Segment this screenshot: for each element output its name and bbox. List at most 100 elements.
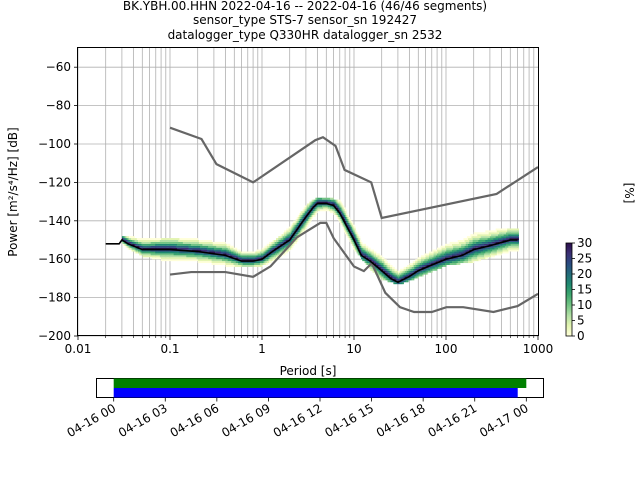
density-cell xyxy=(226,253,229,256)
density-cell xyxy=(487,240,490,242)
density-cell xyxy=(235,259,238,262)
density-cell xyxy=(171,238,173,240)
density-cell xyxy=(298,236,301,239)
density-cell xyxy=(167,245,170,248)
density-cell xyxy=(186,247,188,250)
density-cell xyxy=(293,224,295,227)
density-cell xyxy=(450,251,453,254)
density-cell xyxy=(411,268,414,271)
density-cell xyxy=(197,253,200,256)
density-cell xyxy=(495,251,498,254)
density-cell xyxy=(317,209,319,212)
density-cell xyxy=(443,245,446,248)
density-cell xyxy=(439,257,441,260)
density-cell xyxy=(424,264,426,267)
density-cell xyxy=(259,264,262,267)
density-cell xyxy=(319,197,322,200)
density-cell xyxy=(372,251,375,254)
density-cell xyxy=(225,243,227,246)
density-cell xyxy=(448,247,450,250)
density-cell xyxy=(142,247,145,250)
density-cell xyxy=(183,238,186,240)
density-cell xyxy=(363,251,365,254)
density-cell xyxy=(440,266,442,269)
density-cell xyxy=(456,247,459,250)
density-cell xyxy=(227,247,230,250)
density-cell xyxy=(451,249,454,252)
density-cell xyxy=(147,241,149,244)
density-cell xyxy=(257,257,260,260)
density-cell xyxy=(213,251,216,254)
density-cell xyxy=(367,251,370,254)
density-cell xyxy=(351,228,354,231)
density-cell xyxy=(411,266,414,269)
density-cell xyxy=(173,240,176,242)
density-cell xyxy=(373,259,376,262)
density-cell xyxy=(435,268,438,271)
density-cell xyxy=(217,257,219,260)
density-cell xyxy=(186,243,188,246)
density-cell xyxy=(286,232,288,235)
density-cell xyxy=(492,240,494,242)
density-cell xyxy=(285,234,287,237)
density-cell xyxy=(451,247,454,250)
density-cell xyxy=(439,259,441,262)
density-cell xyxy=(500,249,502,252)
density-cell xyxy=(431,251,433,254)
density-cell xyxy=(342,205,345,208)
density-cell xyxy=(353,236,355,239)
density-cell xyxy=(346,232,348,235)
density-cell xyxy=(264,263,266,265)
density-cell xyxy=(239,263,241,265)
density-cell xyxy=(244,257,247,260)
density-cell xyxy=(400,278,402,281)
density-cell xyxy=(272,240,275,242)
density-cell xyxy=(128,247,131,250)
density-cell xyxy=(424,263,426,265)
density-cell xyxy=(171,253,173,256)
density-cell xyxy=(369,255,371,258)
density-cell xyxy=(292,230,294,233)
density-cell xyxy=(150,253,153,256)
density-cell xyxy=(263,261,265,264)
density-cell xyxy=(234,247,237,250)
density-cell xyxy=(232,264,234,267)
density-cell xyxy=(488,241,491,244)
density-cell xyxy=(434,257,437,260)
density-cell xyxy=(136,245,139,248)
coverage-tick-label: 04-16 09 xyxy=(219,401,273,440)
density-cell xyxy=(397,270,400,273)
density-cell xyxy=(289,247,292,250)
density-cell xyxy=(170,249,172,252)
density-cell xyxy=(197,249,200,252)
density-cell xyxy=(419,272,422,275)
density-cell xyxy=(484,253,486,256)
density-cell xyxy=(396,282,399,285)
density-cell xyxy=(141,238,143,240)
density-cell xyxy=(181,255,184,258)
density-cell xyxy=(512,249,515,252)
density-cell xyxy=(331,205,333,208)
density-cell xyxy=(459,247,462,250)
density-cell xyxy=(162,241,164,244)
density-cell xyxy=(480,257,483,260)
density-cell xyxy=(508,247,510,250)
density-cell xyxy=(317,203,319,206)
density-cell xyxy=(188,255,191,258)
density-cell xyxy=(140,249,142,252)
density-cell xyxy=(234,261,237,264)
density-cell xyxy=(252,264,255,267)
density-cell xyxy=(273,251,276,254)
density-cell xyxy=(229,264,232,267)
density-cell xyxy=(275,245,278,248)
density-cell xyxy=(497,238,500,240)
density-cell xyxy=(464,247,467,250)
colorbar-tick-label: 25 xyxy=(577,252,592,266)
density-cell xyxy=(388,263,391,265)
density-cell xyxy=(275,240,278,242)
density-cell xyxy=(165,249,168,252)
density-cell xyxy=(343,216,346,219)
density-cell xyxy=(478,240,480,242)
density-cell xyxy=(321,203,324,206)
density-cell xyxy=(219,259,222,262)
